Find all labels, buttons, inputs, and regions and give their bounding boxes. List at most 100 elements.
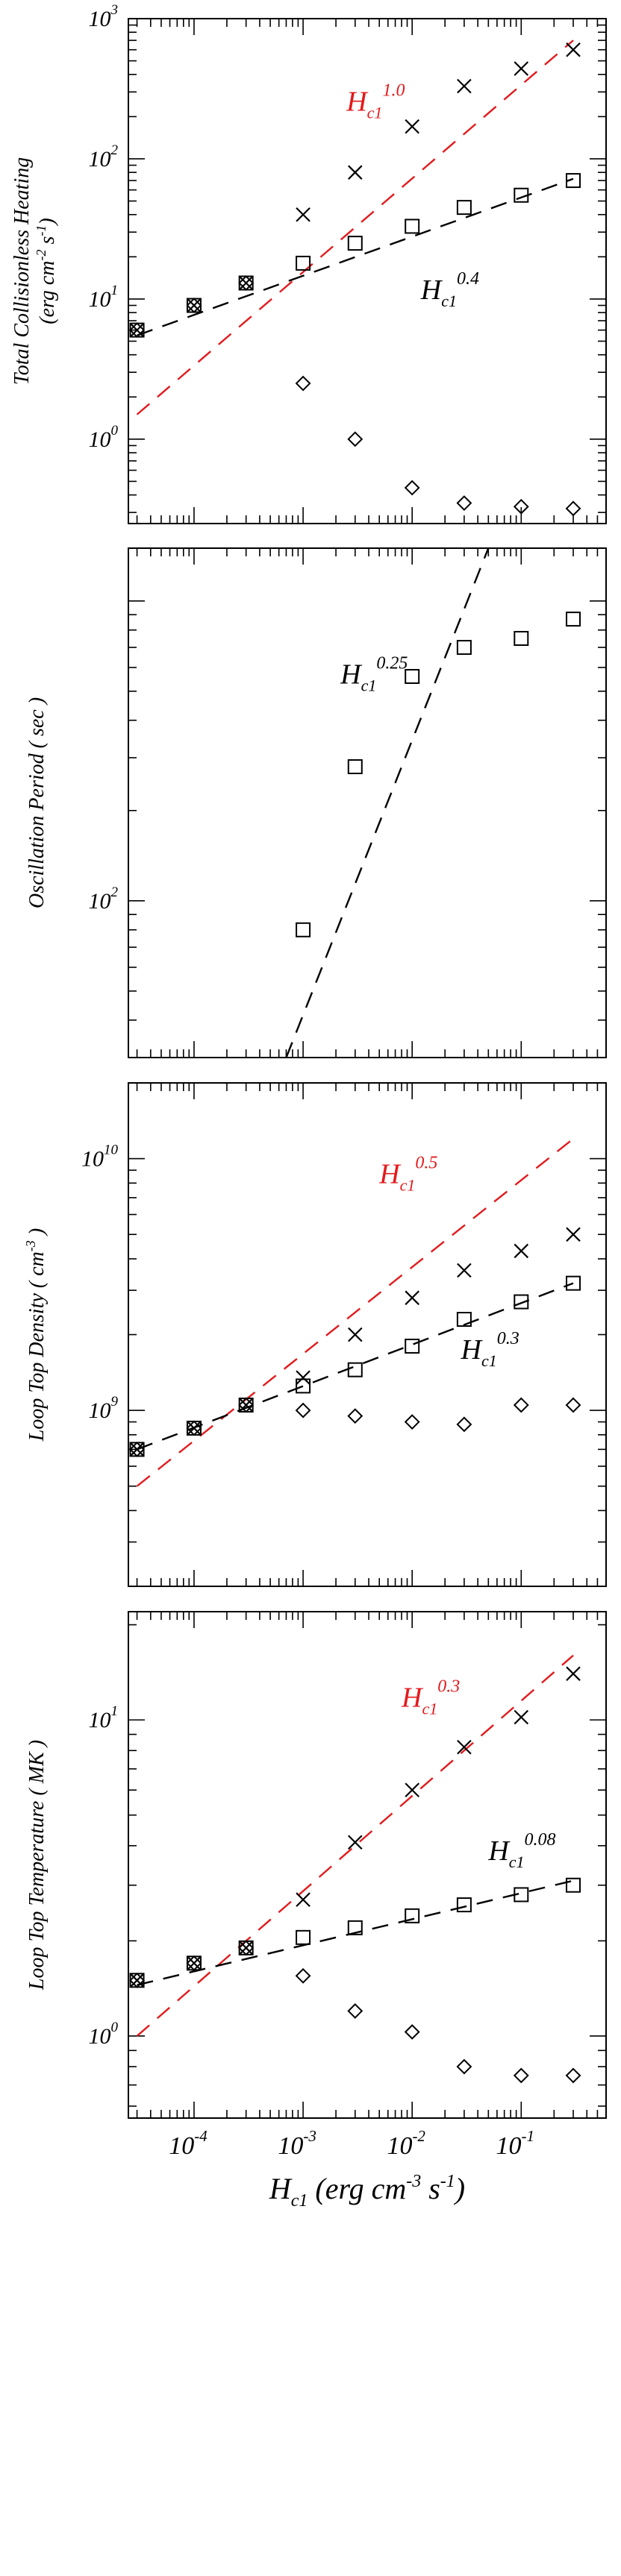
y-axis-label-temperature: Loop Top Temperature ( MK ) xyxy=(25,1740,49,1991)
data-point-square xyxy=(405,1908,420,1923)
data-point-cross xyxy=(187,1421,202,1436)
fit-line-red xyxy=(136,40,574,415)
data-point-diamond xyxy=(565,1397,581,1413)
data-point-square xyxy=(566,1877,581,1893)
data-point-cross xyxy=(348,1327,363,1342)
fit-line-black xyxy=(137,178,574,336)
data-point-diamond xyxy=(404,480,420,496)
data-point-cross xyxy=(566,1666,581,1681)
data-point-cross xyxy=(238,1398,254,1413)
data-point-diamond xyxy=(129,1972,145,1988)
data-point-square xyxy=(296,255,311,271)
data-point-cross xyxy=(405,1290,419,1305)
y-tick-label: 102 xyxy=(89,142,119,172)
panel-frame-density xyxy=(128,1082,607,1587)
y-tick-label: 100 xyxy=(89,423,119,452)
data-point-cross xyxy=(238,275,254,291)
data-point-square xyxy=(456,1897,472,1913)
fit-line-red xyxy=(136,1137,574,1487)
x-tick-label: 10-3 xyxy=(278,2127,316,2160)
data-point-square xyxy=(347,759,363,775)
y-axis-label-heating: Total Collisionless Heating (erg cm-2 s-1… xyxy=(10,157,59,385)
data-point-cross xyxy=(238,1941,254,1955)
data-point-diamond xyxy=(295,1967,311,1984)
data-point-cross xyxy=(566,1227,581,1242)
y-axis-label-density: Loop Top Density ( cm-3 ) xyxy=(23,1228,49,1442)
fit-label-black: Hc10.25 xyxy=(340,654,408,695)
fit-label-black: Hc10.08 xyxy=(487,1830,555,1871)
data-point-diamond xyxy=(238,275,255,291)
data-point-diamond xyxy=(347,431,363,447)
fit-line-black xyxy=(285,547,490,1058)
data-point-diamond xyxy=(186,1420,202,1436)
y-tick-label: 100 xyxy=(89,2020,119,2049)
data-point-square xyxy=(347,1920,363,1935)
data-point-diamond xyxy=(404,1414,420,1430)
y-tick-label: 101 xyxy=(89,1703,119,1732)
data-point-cross xyxy=(296,207,310,222)
data-point-cross xyxy=(187,1955,202,1971)
y-tick-label: 101 xyxy=(89,283,119,312)
data-point-cross xyxy=(457,1739,472,1755)
data-point-square xyxy=(514,631,529,647)
fit-line-black xyxy=(137,1879,574,1986)
y-tick-label: 1010 xyxy=(81,1143,119,1172)
fit-label-red: Hc10.3 xyxy=(401,1677,460,1718)
data-point-cross xyxy=(296,1892,310,1907)
fit-line-black xyxy=(137,1282,574,1451)
data-point-diamond xyxy=(129,322,145,339)
data-point-cross xyxy=(405,1782,419,1797)
data-point-diamond xyxy=(186,1955,202,1971)
data-point-square xyxy=(296,1929,311,1945)
data-point-cross xyxy=(296,1370,310,1385)
data-point-square xyxy=(405,219,420,234)
fit-label-red: Hc11.0 xyxy=(346,81,405,122)
data-point-square xyxy=(456,200,472,216)
data-point-cross xyxy=(514,61,529,76)
data-point-cross xyxy=(129,322,145,338)
data-point-cross xyxy=(348,1835,363,1850)
y-tick-label: 103 xyxy=(89,2,119,31)
data-point-cross xyxy=(129,1973,145,1988)
data-point-square xyxy=(514,1887,529,1903)
data-point-square xyxy=(456,640,472,656)
data-point-diamond xyxy=(513,498,529,515)
data-point-square xyxy=(347,1362,363,1377)
data-point-cross xyxy=(457,1263,472,1278)
data-point-diamond xyxy=(347,1408,363,1424)
data-point-diamond xyxy=(513,2067,529,2084)
data-point-diamond xyxy=(186,298,202,313)
fit-line-red xyxy=(136,1654,574,2037)
x-tick-label: 10-2 xyxy=(387,2127,425,2160)
panel-frame-heating xyxy=(128,18,607,524)
data-point-diamond xyxy=(295,375,311,392)
x-tick-label: 10-4 xyxy=(169,2127,207,2160)
data-point-square xyxy=(456,1312,472,1328)
data-point-square xyxy=(514,187,529,203)
data-point-square xyxy=(566,1275,581,1291)
data-point-diamond xyxy=(565,2067,581,2084)
data-point-square xyxy=(296,922,311,937)
fit-label-black: Hc10.3 xyxy=(461,1329,519,1370)
data-point-cross xyxy=(187,298,202,313)
fit-label-red: Hc10.5 xyxy=(378,1153,437,1194)
data-point-cross xyxy=(405,119,419,134)
data-point-diamond xyxy=(238,1940,255,1956)
y-tick-label: 102 xyxy=(89,885,119,914)
data-point-diamond xyxy=(565,500,581,517)
panel-frame-period xyxy=(128,547,607,1058)
data-point-square xyxy=(296,1378,311,1394)
data-point-diamond xyxy=(456,1416,472,1433)
data-point-square xyxy=(566,612,581,627)
data-point-diamond xyxy=(347,2002,363,2019)
data-point-diamond xyxy=(456,495,472,511)
panel-frame-temperature xyxy=(128,1611,607,2119)
data-point-square xyxy=(566,173,581,189)
y-axis-label-period: Oscillation Period ( sec ) xyxy=(25,697,49,908)
data-point-cross xyxy=(566,42,581,57)
data-point-square xyxy=(405,669,420,685)
y-tick-label: 109 xyxy=(89,1394,119,1423)
x-axis-label: Hc1 (erg cm-3 s-1) xyxy=(269,2172,465,2211)
